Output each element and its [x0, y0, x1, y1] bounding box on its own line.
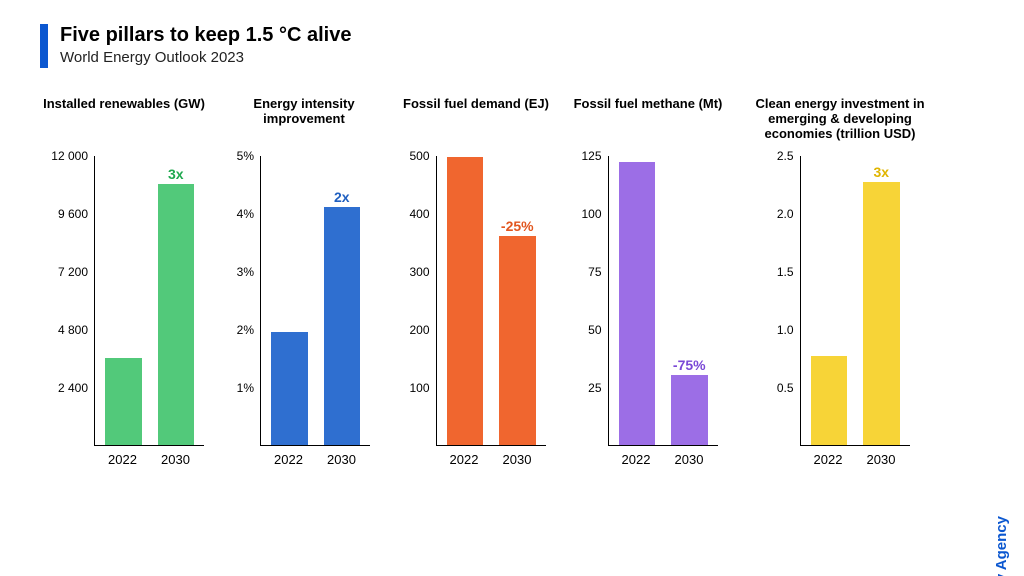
y-tick: 1.5: [777, 266, 794, 278]
bar: 3x: [863, 182, 900, 445]
y-tick: 500: [409, 150, 429, 162]
y-tick: 12 000: [51, 150, 88, 162]
bar: [619, 162, 656, 445]
plot-wrap: 255075100125-75%: [579, 156, 718, 446]
x-axis: 2022 2030: [608, 446, 718, 467]
bar-annotation: 3x: [873, 164, 889, 180]
page-subtitle: World Energy Outlook 2023: [60, 49, 351, 66]
plot-area: 3x: [800, 156, 910, 446]
bars: 2x: [261, 156, 370, 445]
y-tick: 2%: [237, 324, 254, 336]
y-tick: 1.0: [777, 324, 794, 336]
x-label: 2022: [618, 452, 655, 467]
bar: [811, 356, 848, 445]
bars: -75%: [609, 156, 718, 445]
chart-intensity: Energy intensity improvement 1% 2% 3% 4% 5% 2x…: [228, 96, 380, 467]
source-label: International Energy Agency: [993, 516, 1010, 576]
y-tick: 2 400: [58, 382, 88, 394]
y-tick: 100: [581, 208, 601, 220]
bar: 2x: [324, 207, 361, 445]
accent-bar: [40, 24, 48, 68]
x-axis: 2022 2030: [800, 446, 910, 467]
y-tick: 200: [409, 324, 429, 336]
chart-title: Fossil fuel methane (Mt): [572, 96, 724, 142]
x-label: 2022: [104, 452, 141, 467]
bar-annotation: 2x: [334, 189, 350, 205]
bar: [105, 358, 142, 445]
bar-annotation: -25%: [501, 218, 534, 234]
plot-wrap: 2 4004 8007 2009 60012 0003x: [44, 156, 204, 446]
bar-annotation: -75%: [673, 357, 706, 373]
chart-investment: Clean energy investment in emerging & de…: [744, 96, 936, 467]
y-tick: 4 800: [58, 324, 88, 336]
x-axis: 2022 2030: [436, 446, 546, 467]
plot-area: 3x: [94, 156, 204, 446]
x-label: 2022: [446, 452, 483, 467]
header: Five pillars to keep 1.5 °C alive World …: [40, 24, 351, 68]
x-axis: 2022 2030: [260, 446, 370, 467]
bar-annotation: 3x: [168, 166, 184, 182]
bar: [271, 332, 308, 445]
y-tick: 125: [581, 150, 601, 162]
y-tick: 3%: [237, 266, 254, 278]
y-axis: 0.51.01.52.02.5: [771, 156, 800, 446]
chart-fossil-demand: Fossil fuel demand (EJ) 100 200 300 400 500 -2…: [400, 96, 552, 467]
y-tick: 7 200: [58, 266, 88, 278]
bar: -25%: [499, 236, 536, 445]
chart-methane: Fossil fuel methane (Mt) 25 50 75 100 125 -75%…: [572, 96, 724, 467]
y-tick: 2.0: [777, 208, 794, 220]
y-tick: 5%: [237, 150, 254, 162]
y-axis: 100200300400500: [407, 156, 436, 446]
x-label: 2030: [323, 452, 360, 467]
charts-row: Installed renewables (GW) 2 400 4 800 7 200…: [40, 96, 936, 467]
plot-wrap: 1%2%3%4%5%2x: [238, 156, 370, 446]
x-axis: 2022 2030: [94, 446, 204, 467]
y-tick: 0.5: [777, 382, 794, 394]
x-label: 2030: [499, 452, 536, 467]
bars: 3x: [801, 156, 910, 445]
bar: -75%: [671, 375, 708, 445]
y-tick: 75: [588, 266, 601, 278]
plot-area: 2x: [260, 156, 370, 446]
y-axis: 255075100125: [579, 156, 608, 446]
y-tick: 25: [588, 382, 601, 394]
x-label: 2022: [270, 452, 307, 467]
bar: [447, 157, 484, 445]
y-tick: 400: [409, 208, 429, 220]
y-tick: 300: [409, 266, 429, 278]
page-title: Five pillars to keep 1.5 °C alive: [60, 24, 351, 47]
y-tick: 9 600: [58, 208, 88, 220]
plot-wrap: 0.51.01.52.02.53x: [771, 156, 910, 446]
chart-title: Installed renewables (GW): [40, 96, 208, 142]
bar: 3x: [158, 184, 195, 445]
bars: -25%: [437, 156, 546, 445]
chart-title: Clean energy investment in emerging & de…: [744, 96, 936, 142]
y-tick: 4%: [237, 208, 254, 220]
chart-title: Fossil fuel demand (EJ): [400, 96, 552, 142]
title-block: Five pillars to keep 1.5 °C alive World …: [60, 24, 351, 66]
y-tick: 1%: [237, 382, 254, 394]
chart-renewables: Installed renewables (GW) 2 400 4 800 7 200…: [40, 96, 208, 467]
y-tick: 100: [409, 382, 429, 394]
plot-area: -75%: [608, 156, 718, 446]
y-axis: 1%2%3%4%5%: [238, 156, 260, 446]
x-label: 2030: [671, 452, 708, 467]
y-tick: 2.5: [777, 150, 794, 162]
bars: 3x: [95, 156, 204, 445]
y-tick: 50: [588, 324, 601, 336]
x-label: 2030: [157, 452, 194, 467]
x-label: 2030: [863, 452, 900, 467]
chart-title: Energy intensity improvement: [228, 96, 380, 142]
plot-wrap: 100200300400500-25%: [407, 156, 546, 446]
y-axis: 2 4004 8007 2009 60012 000: [44, 156, 94, 446]
x-label: 2022: [810, 452, 847, 467]
plot-area: -25%: [436, 156, 546, 446]
